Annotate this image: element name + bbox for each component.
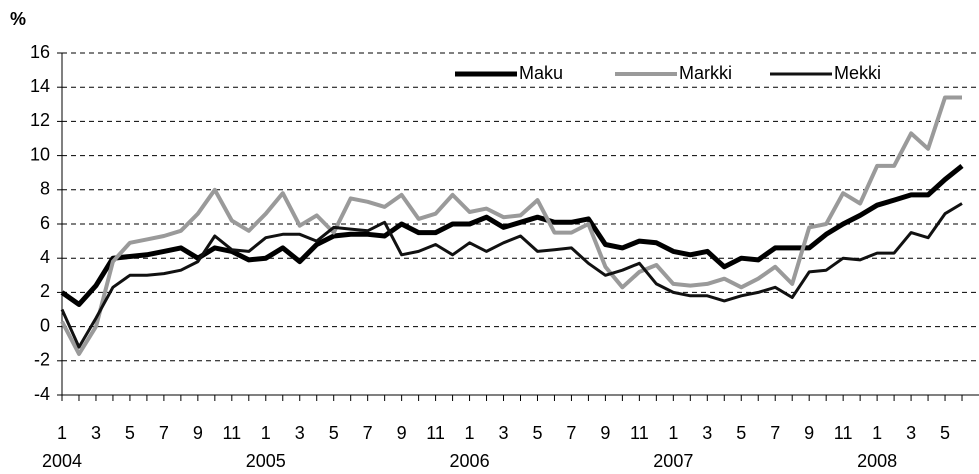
series-line: [60, 163, 964, 307]
x-tick-label: 1: [57, 423, 67, 443]
x-tick-label: 3: [91, 423, 101, 443]
x-tick-label: 1: [668, 423, 678, 443]
y-tick-label: 14: [30, 76, 50, 96]
y-tick-label: 4: [40, 247, 50, 267]
x-tick-label: 5: [532, 423, 542, 443]
legend-label: Markki: [679, 63, 732, 83]
y-tick-label: 12: [30, 110, 50, 130]
x-tick-label: 5: [125, 423, 135, 443]
x-tick-label: 3: [702, 423, 712, 443]
year-label: 2005: [246, 451, 286, 471]
x-tick-label: 3: [906, 423, 916, 443]
x-tick-label: 3: [295, 423, 305, 443]
x-tick-label: 7: [363, 423, 373, 443]
x-tick-label: 11: [834, 423, 853, 443]
legend-label: Mekki: [834, 63, 881, 83]
y-tick-label: -2: [34, 350, 50, 370]
x-tick-label: 7: [770, 423, 780, 443]
y-tick-label: 10: [30, 144, 50, 164]
y-tick-label: 6: [40, 213, 50, 233]
x-tick-label: 1: [261, 423, 271, 443]
year-label: 2007: [653, 451, 693, 471]
series-line: [60, 202, 963, 349]
y-tick-label: 0: [40, 315, 50, 335]
x-tick-label: 5: [940, 423, 950, 443]
x-tick-label: 9: [193, 423, 203, 443]
x-tick-label: 1: [872, 423, 882, 443]
y-axis-label: %: [10, 9, 26, 29]
x-tick-label: 11: [426, 423, 445, 443]
x-tick-label: 5: [329, 423, 339, 443]
x-tick-label: 3: [499, 423, 509, 443]
series-line: [60, 95, 962, 356]
legend-box: [450, 62, 920, 86]
x-tick-label: 11: [222, 423, 241, 443]
x-tick-label: 1: [465, 423, 475, 443]
year-label: 2004: [42, 451, 82, 471]
legend-label: Maku: [519, 63, 563, 83]
x-tick-label: 9: [397, 423, 407, 443]
x-tick-label: 5: [736, 423, 746, 443]
year-label: 2006: [450, 451, 490, 471]
x-tick-label: 7: [159, 423, 169, 443]
x-tick-label: 7: [566, 423, 576, 443]
y-tick-label: 2: [40, 281, 50, 301]
y-tick-label: 16: [30, 42, 50, 62]
x-tick-label: 9: [600, 423, 610, 443]
y-tick-label: 8: [40, 179, 50, 199]
x-tick-label: 11: [630, 423, 649, 443]
year-label: 2008: [857, 451, 897, 471]
y-tick-label: -4: [34, 384, 50, 404]
x-tick-label: 9: [804, 423, 814, 443]
